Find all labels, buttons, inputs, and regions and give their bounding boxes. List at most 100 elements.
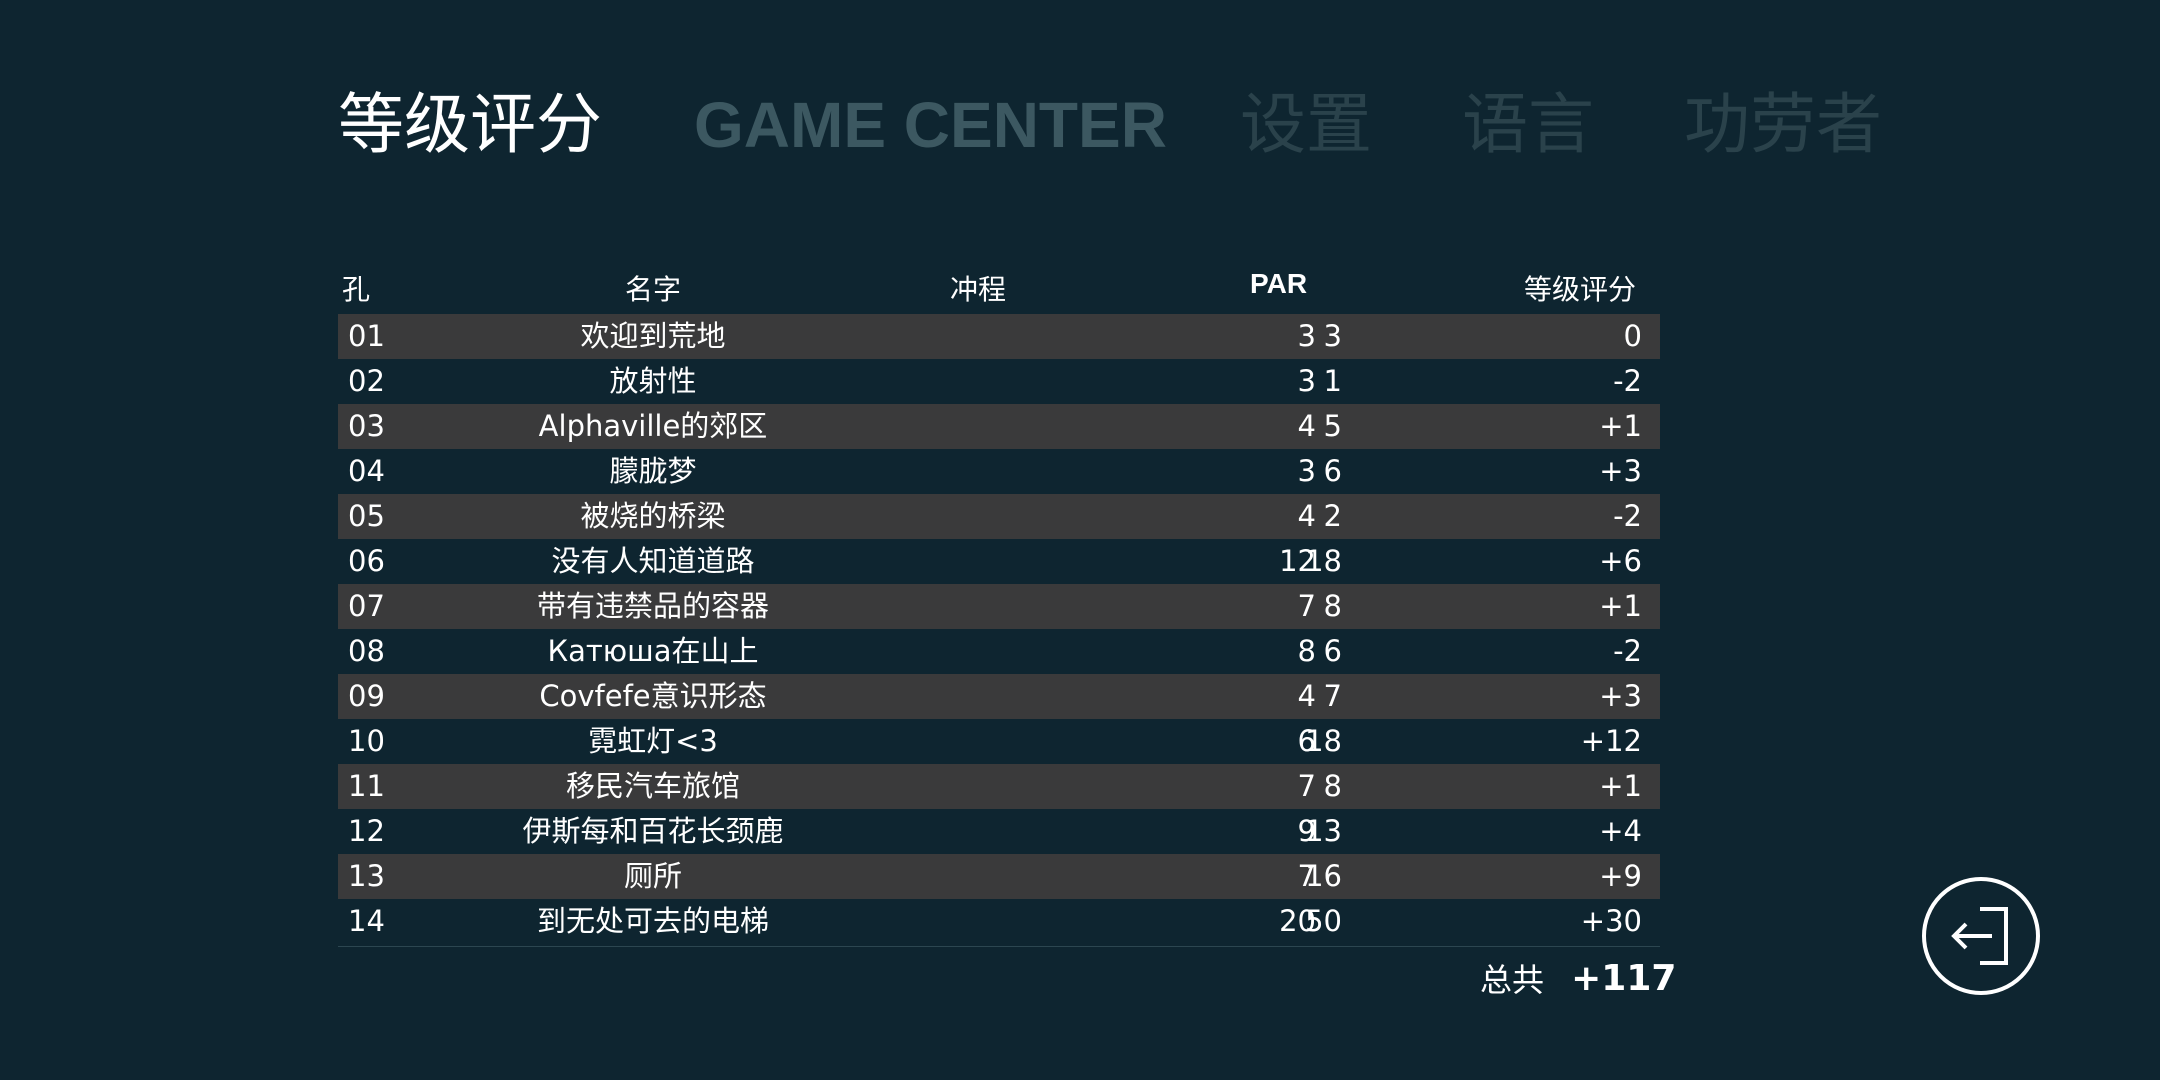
cell-par: 6: [1297, 724, 1316, 758]
cell-strokes: 6: [1323, 454, 1342, 488]
cell-strokes: 7: [1323, 679, 1342, 713]
table-row: 04 朦胧梦 6 3 +3: [338, 449, 1660, 494]
par-column: 4: [338, 404, 1338, 449]
header-name: 名字: [624, 273, 681, 306]
cell-rating: +1: [1599, 589, 1642, 623]
cell-rating: +4: [1599, 814, 1642, 848]
cell-name: 移民汽车旅馆: [565, 769, 740, 803]
table-row: 07 带有违禁品的容器 8 7 +1: [338, 584, 1660, 629]
par-column: 7: [338, 764, 1338, 809]
cell-strokes: 8: [1323, 769, 1342, 803]
cell-hole: 11: [348, 769, 385, 803]
par-column: 6: [338, 719, 1338, 764]
cell-strokes: 16: [1305, 859, 1342, 893]
cell-name: 放射性: [609, 364, 697, 398]
cell-name: 霓虹灯<3: [588, 724, 718, 758]
cell-name: 被烧的桥梁: [580, 499, 726, 533]
cell-name: 伊斯每和百花长颈鹿: [522, 814, 784, 848]
table-body: 01 欢迎到荒地 3 3 0 02 放射性 1 3 -2 03 Alphaville的郊区 5 4 +1 04…: [338, 314, 1660, 944]
cell-rating: +12: [1580, 724, 1642, 758]
tab-bar: 等级评分 GAME CENTER 设置 语言 功劳者: [338, 80, 1958, 170]
tab-game-center[interactable]: GAME CENTER: [694, 89, 1167, 161]
cell-rating: +30: [1580, 904, 1642, 938]
table-row: 06 没有人知道道路 18 12 +6: [338, 539, 1660, 584]
header-par: PAR: [1250, 268, 1308, 299]
cell-rating: +3: [1599, 454, 1642, 488]
cell-par: 3: [1297, 319, 1316, 353]
cell-hole: 03: [348, 409, 385, 443]
cell-strokes: 3: [1323, 319, 1342, 353]
cell-strokes: 18: [1305, 544, 1342, 578]
table-row: 03 Alphaville的郊区 5 4 +1: [338, 404, 1660, 449]
cell-rating: 0: [1623, 319, 1642, 353]
cell-name: 没有人知道道路: [551, 544, 755, 578]
cell-rating: -2: [1613, 364, 1642, 398]
table-row: 08 Катюша在山上 6 8 -2: [338, 629, 1660, 674]
cell-name: 带有违禁品的容器: [536, 589, 769, 623]
cell-par: 12: [1279, 544, 1316, 578]
exit-button[interactable]: [1922, 877, 2040, 995]
tab-settings[interactable]: 设置: [1240, 86, 1372, 163]
cell-hole: 12: [348, 814, 385, 848]
cell-hole: 14: [348, 904, 385, 938]
header-hole: 孔: [342, 273, 371, 306]
table-divider: [338, 946, 1660, 947]
par-column: 12: [338, 539, 1338, 584]
cell-strokes: 13: [1305, 814, 1342, 848]
exit-icon: [1951, 907, 2008, 965]
par-column: 9: [338, 809, 1338, 854]
total-value: +117: [1571, 957, 1677, 999]
table-row: 14 到无处可去的电梯 50 20 +30: [338, 899, 1660, 944]
cell-hole: 10: [348, 724, 385, 758]
cell-name: 到无处可去的电梯: [536, 904, 769, 938]
cell-par: 7: [1297, 589, 1316, 623]
cell-hole: 09: [348, 679, 385, 713]
par-column: 3: [338, 449, 1338, 494]
cell-rating: +9: [1599, 859, 1642, 893]
cell-par: 3: [1297, 364, 1316, 398]
total-row: 总共 +117: [1480, 955, 1676, 1005]
cell-par: 4: [1297, 409, 1316, 443]
cell-par: 4: [1297, 499, 1316, 533]
cell-name: Катюша在山上: [547, 634, 759, 668]
cell-par: 4: [1297, 679, 1316, 713]
tab-ratings[interactable]: 等级评分: [338, 86, 602, 163]
cell-rating: +1: [1599, 409, 1642, 443]
cell-name: 厕所: [623, 859, 682, 893]
cell-par: 7: [1297, 769, 1316, 803]
cell-name: Covfefe意识形态: [539, 679, 767, 713]
cell-par: 8: [1297, 634, 1316, 668]
cell-strokes: 8: [1323, 589, 1342, 623]
cell-hole: 01: [348, 319, 385, 353]
tab-language[interactable]: 语言: [1462, 86, 1594, 163]
cell-strokes: 2: [1323, 499, 1342, 533]
cell-rating: -2: [1613, 499, 1642, 533]
cell-strokes: 1: [1323, 364, 1342, 398]
header-rating: 等级评分: [1523, 273, 1636, 306]
table-row: 09 Covfefe意识形态 7 4 +3: [338, 674, 1660, 719]
cell-hole: 06: [348, 544, 385, 578]
cell-strokes: 5: [1323, 409, 1342, 443]
cell-rating: +3: [1599, 679, 1642, 713]
header-strokes: 冲程: [950, 273, 1007, 306]
table-row: 11 移民汽车旅馆 8 7 +1: [338, 764, 1660, 809]
par-column: 4: [338, 674, 1338, 719]
cell-name: Alphaville的郊区: [538, 409, 768, 443]
table-row: 10 霓虹灯<3 18 6 +12: [338, 719, 1660, 764]
cell-hole: 04: [348, 454, 385, 488]
cell-strokes: 18: [1305, 724, 1342, 758]
cell-name: 朦胧梦: [609, 454, 697, 488]
cell-hole: 07: [348, 589, 385, 623]
total-label: 总共: [1480, 961, 1545, 999]
par-column: 3: [338, 314, 1338, 359]
table-row: 02 放射性 1 3 -2: [338, 359, 1660, 404]
cell-par: 20: [1279, 904, 1316, 938]
cell-rating: +1: [1599, 769, 1642, 803]
cell-rating: -2: [1613, 634, 1642, 668]
cell-hole: 13: [348, 859, 385, 893]
cell-strokes: 50: [1305, 904, 1342, 938]
cell-hole: 05: [348, 499, 385, 533]
table-row: 13 厕所 16 7 +9: [338, 854, 1660, 899]
tab-credits[interactable]: 功劳者: [1684, 86, 1882, 163]
par-column: 8: [338, 629, 1338, 674]
